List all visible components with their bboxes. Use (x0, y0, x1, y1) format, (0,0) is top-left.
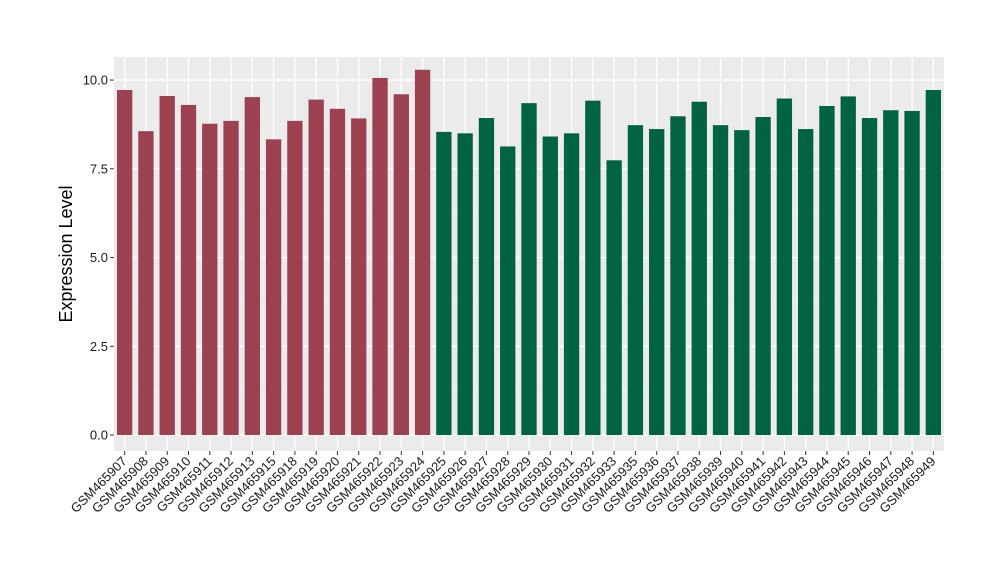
bar-GSM465907 (116, 90, 133, 436)
bar-GSM465938 (691, 101, 707, 436)
bar-GSM465911 (202, 123, 218, 436)
bar-GSM465949 (925, 90, 942, 436)
bar-GSM465941 (755, 116, 771, 436)
bar-GSM465943 (798, 129, 814, 436)
bar-GSM465918 (287, 120, 303, 436)
bar-GSM465939 (712, 125, 729, 436)
bar-GSM465932 (585, 100, 601, 436)
y-axis-title: Expression Level (56, 185, 76, 322)
bar-GSM465942 (776, 98, 793, 436)
bar-GSM465922 (372, 77, 388, 436)
y-tick-label: 5.0 (90, 250, 108, 265)
bar-GSM465908 (138, 131, 154, 436)
y-tick-label: 7.5 (90, 161, 108, 176)
bar-GSM465929 (521, 103, 537, 436)
y-tick-label: 10.0 (83, 73, 108, 88)
bar-GSM465928 (500, 146, 516, 436)
y-tick-label: 0.0 (90, 428, 108, 443)
bar-GSM465915 (265, 139, 282, 436)
bar-GSM465933 (606, 160, 622, 436)
bar-GSM465910 (180, 104, 197, 436)
bar-GSM465946 (861, 118, 878, 436)
bar-GSM465925 (436, 131, 452, 436)
bar-GSM465945 (840, 96, 856, 436)
bar-GSM465930 (542, 136, 558, 436)
bar-GSM465913 (244, 97, 260, 436)
bar-GSM465912 (223, 120, 239, 436)
bar-GSM465927 (478, 118, 495, 436)
x-axis: GSM465907GSM465908GSM465909GSM465910GSM4… (68, 451, 938, 516)
bar-GSM465926 (457, 133, 473, 436)
bar-GSM465909 (159, 96, 175, 436)
y-axis: 0.0 2.5 5.0 7.5 10.0 (83, 73, 114, 443)
bar-GSM465921 (351, 118, 367, 436)
bar-GSM465944 (819, 105, 835, 436)
bar-GSM465919 (308, 99, 324, 436)
bar-GSM465940 (734, 130, 750, 436)
bar-GSM465937 (670, 116, 686, 436)
bar-GSM465947 (883, 110, 899, 436)
bar-GSM465920 (329, 108, 346, 436)
y-tick-label: 2.5 (90, 339, 108, 354)
bars (116, 69, 942, 436)
bar-GSM465924 (414, 69, 431, 436)
bar-GSM465923 (393, 94, 409, 436)
bar-GSM465948 (904, 110, 920, 436)
bar-GSM465936 (649, 129, 665, 436)
bar-GSM465935 (627, 125, 644, 436)
bar-GSM465931 (563, 133, 580, 436)
